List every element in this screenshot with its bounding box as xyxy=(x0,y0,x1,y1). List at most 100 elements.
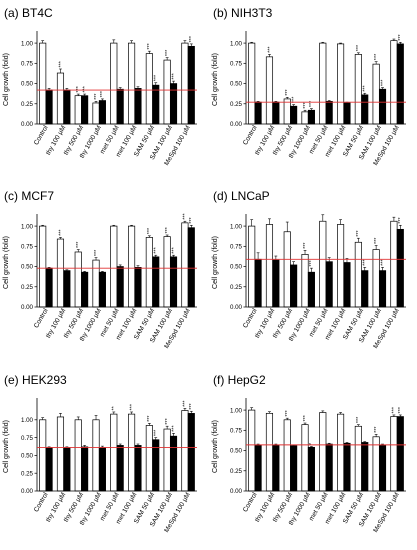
significance-marker: *** xyxy=(165,49,171,56)
bar-untreated xyxy=(74,419,82,492)
significance-marker: * xyxy=(309,442,315,445)
bar-treated xyxy=(98,100,106,125)
bar-untreated xyxy=(39,419,47,492)
chart-title: (b) NIH3T3 xyxy=(213,6,273,20)
bar-treated xyxy=(116,88,124,125)
bar-untreated xyxy=(74,95,82,125)
bar-untreated xyxy=(181,222,189,308)
bar-treated xyxy=(254,101,262,125)
x-tick-label: Control xyxy=(242,491,259,513)
bar-untreated xyxy=(354,54,362,125)
significance-marker: *** xyxy=(100,90,106,97)
bar-untreated xyxy=(248,409,256,492)
bar-treated xyxy=(81,446,89,492)
significance-marker: *** xyxy=(303,101,309,108)
significance-marker: *** xyxy=(58,229,64,236)
y-tick-label: 0.75 xyxy=(230,61,243,68)
y-tick-label: 0.75 xyxy=(21,435,34,442)
bar-untreated xyxy=(319,42,327,125)
chart-panel: (f) HepG2 Cell growth (fold) 0.00 0.25 0.50 0… xyxy=(212,373,406,534)
bar-untreated xyxy=(92,419,100,492)
bar-treated xyxy=(361,270,369,308)
significance-marker: *** xyxy=(147,415,153,422)
significance-marker: *** xyxy=(147,42,153,49)
y-tick-label: 0.00 xyxy=(230,488,243,495)
significance-marker: *** xyxy=(363,259,369,266)
chart-title: (a) BT4C xyxy=(4,6,53,20)
bar-treated xyxy=(325,100,333,125)
bar-treated xyxy=(63,89,71,125)
significance-marker: *** xyxy=(94,93,100,100)
y-tick-label: 0.50 xyxy=(230,81,243,88)
significance-marker: *** xyxy=(380,79,386,86)
bar-untreated xyxy=(337,43,345,125)
bar-untreated xyxy=(283,98,291,125)
significance-marker: *** xyxy=(398,406,404,413)
bar-treated xyxy=(396,228,404,308)
chart-panel: (a) BT4C Cell growth (fold) 0.00 0.25 0.50 0.… xyxy=(3,6,197,167)
significance-marker: *** xyxy=(303,414,309,421)
y-tick-label: 1.00 xyxy=(21,40,34,47)
y-tick-label: 0.25 xyxy=(230,101,243,108)
significance-marker: ** xyxy=(112,405,118,410)
x-tick-label: Control xyxy=(242,124,259,146)
bar-treated xyxy=(81,271,89,308)
significance-marker: *** xyxy=(309,100,315,107)
chart-panel: (e) HEK293 Cell growth (fold) 0.00 0.25 0.50… xyxy=(3,373,197,534)
bar-untreated xyxy=(56,416,65,492)
chart-title: (f) HepG2 xyxy=(213,373,266,387)
y-tick-label: 0.50 xyxy=(21,453,34,460)
bar-treated xyxy=(290,264,298,308)
significance-marker: *** xyxy=(374,237,380,244)
bar-untreated xyxy=(265,56,274,125)
significance-marker: *** xyxy=(58,60,64,67)
bar-treated xyxy=(169,435,178,492)
bar-untreated xyxy=(301,424,309,492)
bar-untreated xyxy=(248,42,256,125)
bar-treated xyxy=(325,443,333,492)
y-tick-label: 0.50 xyxy=(230,448,243,455)
y-tick-label: 1.00 xyxy=(230,407,243,414)
bar-treated xyxy=(307,109,315,125)
y-tick-label: 0.00 xyxy=(21,304,34,311)
bar-treated xyxy=(343,102,351,125)
x-tick-label: Control xyxy=(33,491,50,513)
bar-untreated xyxy=(248,225,256,308)
significance-marker: *** xyxy=(82,85,88,92)
bar-untreated xyxy=(145,53,153,125)
bar-untreated xyxy=(390,220,398,308)
significance-marker: *** xyxy=(147,227,153,234)
bar-treated xyxy=(63,270,71,308)
significance-marker: *** xyxy=(171,246,177,253)
bar-untreated xyxy=(265,412,274,492)
bar-untreated xyxy=(92,102,100,125)
significance-marker: *** xyxy=(129,403,135,410)
bar-untreated xyxy=(110,42,118,125)
significance-marker: *** xyxy=(183,400,189,407)
y-tick-label: 0.50 xyxy=(21,81,34,88)
significance-marker: *** xyxy=(154,246,160,253)
bar-untreated xyxy=(110,413,118,492)
y-tick-label: 0.00 xyxy=(21,121,34,128)
y-tick-label: 0.00 xyxy=(230,304,243,311)
bar-treated xyxy=(134,445,142,492)
significance-marker: *** xyxy=(309,259,315,266)
y-tick-label: 0.25 xyxy=(230,284,243,291)
significance-marker: *** xyxy=(154,429,160,436)
y-axis-label: Cell growth (fold) xyxy=(3,420,10,473)
bar-untreated xyxy=(283,419,291,492)
bar-treated xyxy=(272,444,280,492)
y-axis-label: Cell growth (fold) xyxy=(212,53,219,106)
bar-treated xyxy=(45,447,53,492)
bar-treated xyxy=(169,256,178,308)
significance-marker: *** xyxy=(374,53,380,60)
bar-treated xyxy=(45,267,53,308)
bar-untreated xyxy=(354,241,362,308)
bar-treated xyxy=(272,259,280,308)
y-tick-label: 0.50 xyxy=(21,264,34,271)
bar-untreated xyxy=(39,225,47,308)
bar-treated xyxy=(307,446,315,492)
chart-title: (d) LNCaP xyxy=(213,189,270,203)
bar-untreated xyxy=(354,425,362,492)
